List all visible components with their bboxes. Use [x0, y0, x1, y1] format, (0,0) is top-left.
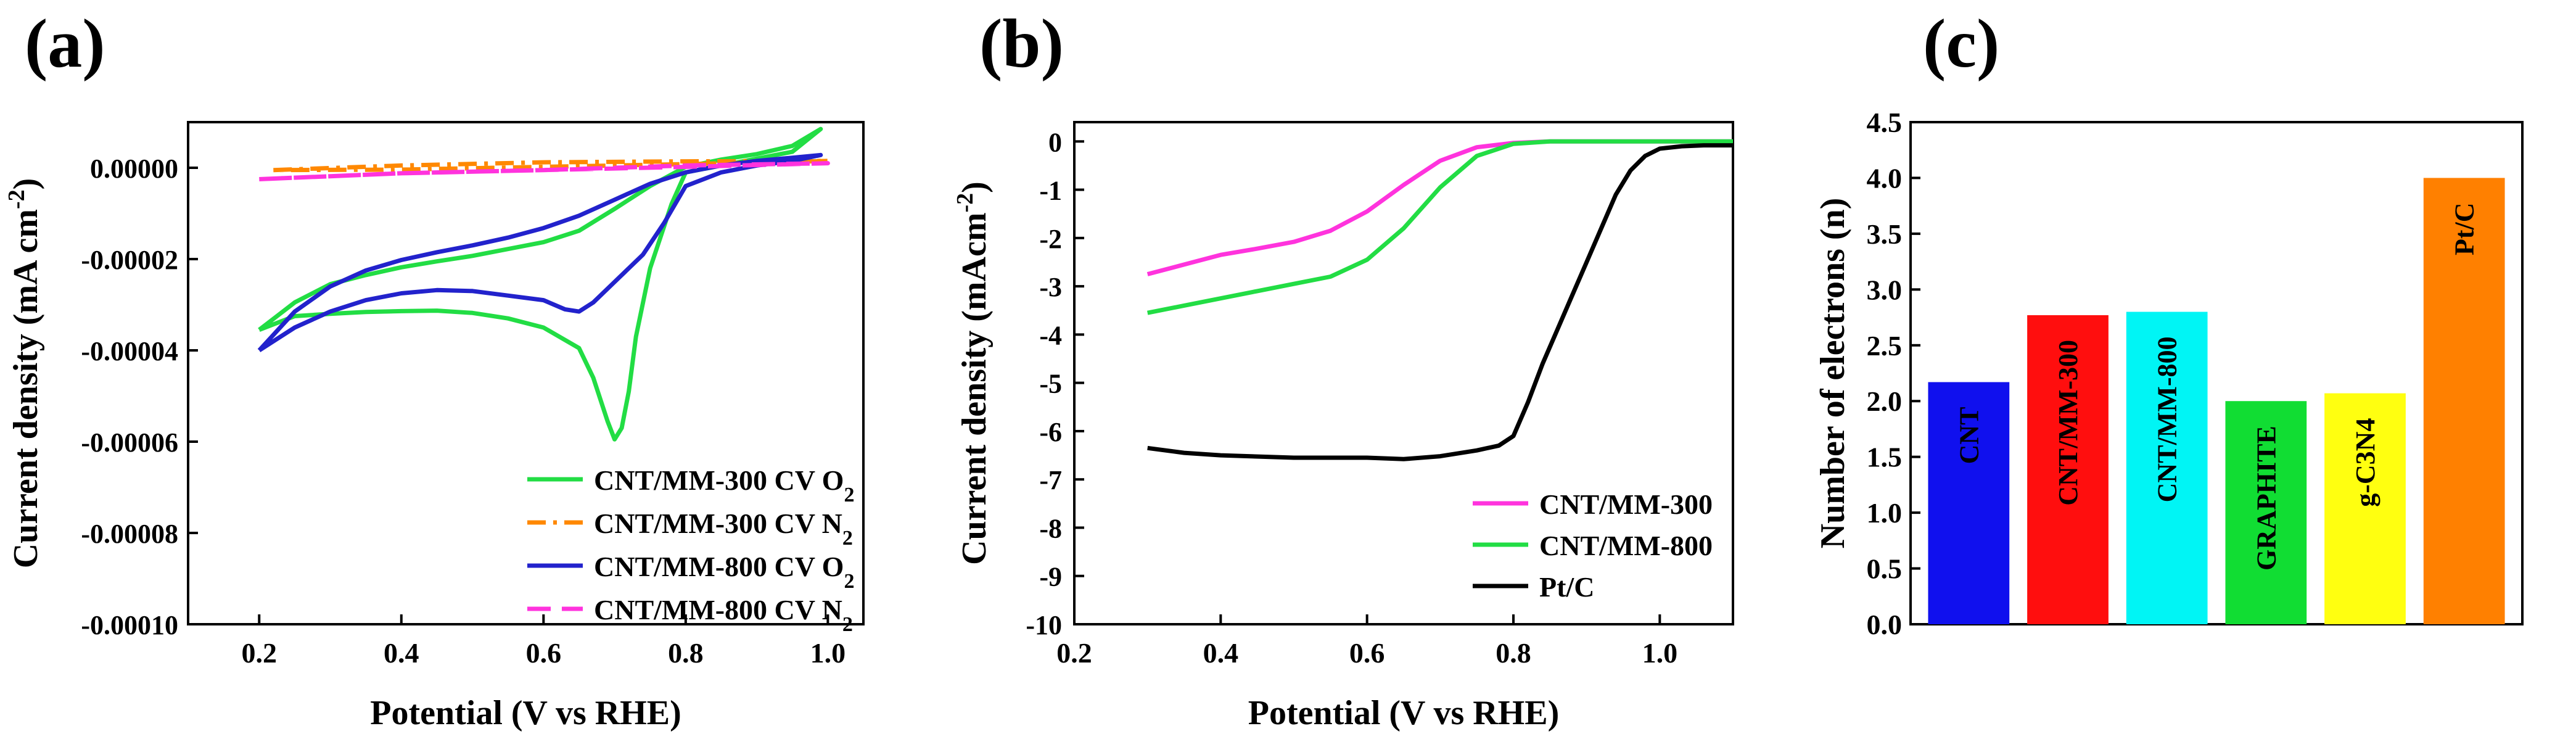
- legend-label: CNT/MM-300: [1539, 489, 1713, 520]
- y-tick-label: -0.00006: [81, 427, 178, 458]
- y-tick-label: 0.5: [1867, 553, 1903, 585]
- legend-label-sub: 2: [844, 484, 854, 506]
- bar-label: CNT: [1954, 407, 1984, 464]
- plot-frame: [1073, 121, 1734, 625]
- x-axis-label: Potential (V vs RHE): [1248, 694, 1560, 732]
- y-tick-label: -9: [1039, 562, 1062, 592]
- y-tick-label: 3.0: [1867, 274, 1903, 305]
- legend-label: CNT/MM-300 CV O2: [594, 464, 854, 506]
- x-tick-label: 1.0: [810, 637, 846, 669]
- y-tick-label: 3.5: [1867, 218, 1903, 250]
- x-axis-label: Potential (V vs RHE): [370, 694, 681, 732]
- legend-label: CNT/MM-800 CV N2: [594, 594, 853, 636]
- y-axis-label-sup: -2: [4, 189, 30, 209]
- bar: [2126, 312, 2208, 624]
- y-tick-label: -8: [1039, 513, 1062, 543]
- x-tick-label: 0.6: [1349, 637, 1385, 669]
- legend-label: Pt/C: [1539, 571, 1594, 603]
- x-tick-label: 0.2: [242, 637, 278, 669]
- legend-label: CNT/MM-800: [1539, 530, 1713, 561]
- y-tick-label: 2.5: [1867, 330, 1903, 361]
- x-tick-label: 0.8: [1496, 637, 1531, 669]
- panel-a-label: (a): [25, 6, 105, 82]
- y-tick-label: -0.00004: [81, 336, 178, 366]
- legend-label-sub: 2: [842, 527, 853, 550]
- bar: [2027, 315, 2109, 624]
- bar: [2423, 178, 2505, 624]
- y-tick-label: 0.00000: [90, 154, 178, 184]
- y-tick-label: -5: [1039, 369, 1062, 399]
- y-axis-label-close: ): [955, 181, 994, 193]
- legend-label: CNT/MM-800 CV O2: [594, 551, 854, 593]
- y-axis-label-sup: -2: [952, 193, 978, 213]
- y-tick-label: 0: [1048, 127, 1062, 157]
- y-tick-label: 4.0: [1867, 162, 1903, 194]
- x-tick-label: 0.2: [1056, 637, 1092, 669]
- bar-label: GRAPHITE: [2251, 426, 2281, 571]
- y-axis-label-text: Current density (mAcm: [955, 212, 994, 564]
- y-tick-label: 1.5: [1867, 442, 1903, 473]
- y-tick-label: -2: [1039, 224, 1062, 254]
- y-tick-label: -0.00002: [81, 245, 178, 275]
- panel-c-label: (c): [1923, 6, 1999, 82]
- x-tick-label: 0.6: [526, 637, 562, 669]
- y-axis-label-text: Current density (mA cm: [7, 209, 45, 568]
- y-axis-label-text: Number of electrons (n): [1814, 198, 1852, 549]
- legend-label-sub: 2: [844, 570, 854, 593]
- bar: [1928, 382, 2010, 624]
- plot-lsv: 0.2 0.4 0.6 0.8 1.0 0 -1 -2 -3 -4 -5 -6 -7 -8 -9 -10 Pot…: [952, 121, 1734, 732]
- y-tick-label: -10: [1026, 610, 1062, 640]
- y-tick-label: 0.0: [1867, 609, 1903, 640]
- plot-cv: 0.2 0.4 0.6 0.8 1.0 0.00000 -0.00002 -0.00004 -0…: [4, 121, 865, 732]
- y-tick-label: -0.00010: [81, 610, 178, 640]
- legend-label-text: CNT/MM-800 CV O: [594, 551, 844, 582]
- y-tick-label: 2.0: [1867, 386, 1903, 417]
- x-tick-label: 0.8: [668, 637, 704, 669]
- y-tick-label: -7: [1039, 465, 1062, 495]
- y-tick-label: -0.00008: [81, 519, 178, 549]
- x-tick-label: 1.0: [1642, 637, 1678, 669]
- y-tick-label: 1.0: [1867, 497, 1903, 529]
- panel-b-label: (b): [979, 6, 1064, 82]
- y-tick-label: -3: [1039, 272, 1062, 302]
- bar-label: Pt/C: [2450, 202, 2480, 255]
- legend-label-text: CNT/MM-300 CV N: [594, 508, 842, 539]
- plot-electron-number: 0.0 0.5 1.0 1.5 2.0 2.5 3.0 3.5 4.0 4.5 Number of …: [1814, 107, 2524, 640]
- x-tick-label: 0.4: [384, 637, 419, 669]
- y-tick-label: -6: [1039, 417, 1062, 447]
- x-tick-label: 0.4: [1203, 637, 1239, 669]
- bar-label: g-C3N4: [2350, 418, 2381, 507]
- y-axis-label: Current density (mA cm-2): [4, 178, 45, 569]
- legend-label-text: CNT/MM-300 CV O: [594, 464, 844, 496]
- series-line: [1146, 139, 1733, 276]
- bar: [2324, 393, 2406, 624]
- y-axis-label: Current density (mAcm-2): [952, 181, 994, 565]
- y-tick-label: 4.5: [1867, 107, 1903, 138]
- bar: [2225, 401, 2307, 624]
- series-line: [1147, 143, 1733, 461]
- legend-label-sub: 2: [842, 613, 853, 636]
- plot-frame: [1909, 121, 2524, 625]
- legend-label: CNT/MM-300 CV N2: [594, 508, 853, 550]
- y-axis-label: Number of electrons (n): [1814, 198, 1852, 549]
- bar-label: CNT/MM-800: [2152, 337, 2183, 503]
- series-line: [1147, 139, 1733, 315]
- y-tick-label: -1: [1039, 176, 1062, 206]
- plot-frame: [187, 121, 865, 625]
- y-tick-label: -4: [1039, 320, 1062, 350]
- y-axis-label-close: ): [7, 178, 45, 190]
- series-line: [273, 159, 830, 173]
- legend-label-text: CNT/MM-800 CV N: [594, 594, 842, 625]
- bar-label: CNT/MM-300: [2053, 340, 2083, 506]
- series-line: [257, 152, 823, 352]
- series-line: [259, 161, 830, 181]
